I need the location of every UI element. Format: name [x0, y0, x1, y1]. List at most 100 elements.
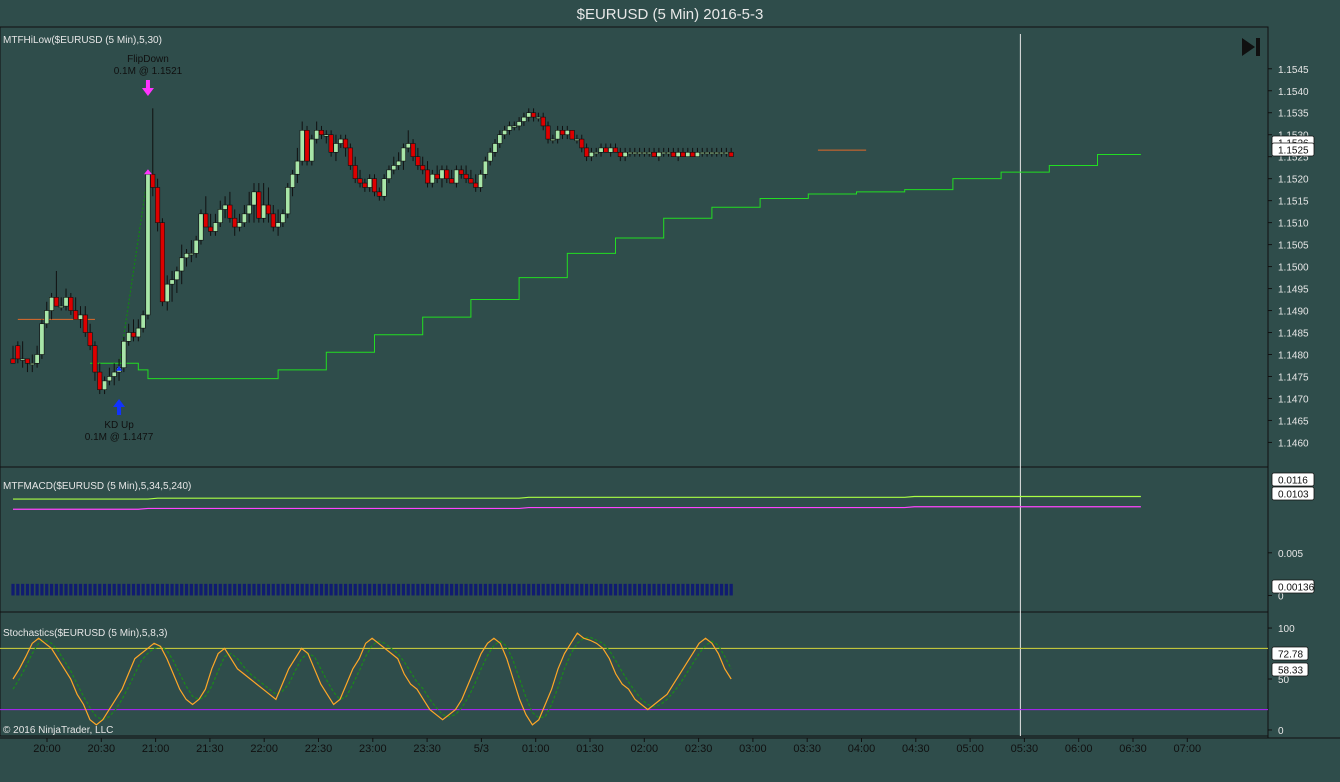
candle-down — [540, 116, 546, 127]
macd-histogram-bar — [368, 583, 372, 596]
hilow-step-line — [90, 153, 1141, 380]
stoch-value-label: 72.78 — [1278, 650, 1303, 661]
candle-up — [502, 130, 508, 136]
price-tick-label: 1.1540 — [1278, 87, 1309, 98]
macd-histogram-bar — [49, 583, 54, 596]
macd-histogram-bar — [377, 583, 381, 596]
macd-histogram-bar — [199, 583, 203, 596]
macd-value-box — [1271, 579, 1315, 594]
candle-up — [656, 151, 662, 157]
macd-histogram-bar — [112, 583, 116, 596]
candle-up — [593, 151, 599, 155]
macd-histogram-bar — [78, 583, 83, 596]
time-tick-label: 5/3 — [474, 743, 489, 755]
candle-up — [564, 130, 570, 136]
skip-to-end-icon[interactable] — [1242, 38, 1260, 56]
macd-histogram-bar — [666, 583, 671, 596]
macd-value-box — [1271, 472, 1315, 487]
copyright-text: © 2016 NinjaTrader, LLC — [3, 725, 113, 736]
time-tick-label: 06:30 — [1119, 743, 1147, 755]
candle-down — [10, 358, 16, 364]
macd-histogram-bar — [204, 583, 208, 596]
stoch-tick-label: 50 — [1278, 675, 1290, 686]
macd-histogram-bar — [165, 583, 169, 596]
macd-histogram-bar — [131, 583, 136, 596]
macd-histogram-bar — [334, 583, 338, 596]
macd-histogram-bar — [652, 583, 656, 596]
macd-histogram-bar — [710, 583, 714, 596]
candle-down — [680, 151, 686, 157]
price-tick-label: 1.1500 — [1278, 263, 1309, 274]
macd-histogram-bar — [276, 583, 280, 596]
macd-histogram-bar — [719, 583, 724, 596]
stoch-value-box — [1271, 646, 1309, 661]
time-tick-label: 21:30 — [196, 743, 224, 755]
stoch-value-box — [1271, 662, 1309, 677]
macd-histogram-bar — [237, 583, 242, 596]
macd-histogram-bar — [228, 583, 232, 596]
price-tick-label: 1.1460 — [1278, 438, 1309, 449]
macd-histogram-bar — [729, 583, 733, 596]
candle-up — [58, 305, 64, 308]
macd-histogram-bar — [223, 583, 227, 596]
macd-histogram-bar — [691, 583, 695, 596]
candle-up — [391, 165, 397, 171]
candle-down — [53, 297, 59, 307]
candle-up — [719, 151, 725, 155]
candle-up — [632, 151, 638, 155]
macd-histogram-bar — [170, 583, 174, 596]
candle-down — [304, 130, 310, 162]
candle-up — [290, 173, 296, 188]
macd-histogram-bar — [151, 583, 155, 596]
macd-histogram-bar — [98, 583, 102, 596]
candle-up — [135, 327, 141, 338]
macd-histogram-bar — [290, 583, 295, 596]
macd-histogram-bar — [93, 583, 97, 596]
candle-up — [188, 253, 194, 256]
candle-up — [511, 125, 517, 128]
candle-up — [169, 279, 175, 285]
macd-histogram-bar — [40, 583, 44, 596]
macd-histogram-bar — [609, 583, 613, 596]
candle-up — [439, 169, 445, 179]
candle-up — [535, 116, 541, 119]
candle-up — [400, 147, 406, 162]
macd-histogram-bar — [604, 583, 608, 596]
candle-down — [343, 138, 349, 149]
candle-up — [661, 151, 667, 155]
macd-histogram-bar — [146, 583, 150, 596]
candle-down — [420, 165, 426, 171]
candle-up — [478, 173, 484, 188]
macd-histogram-bar — [681, 583, 685, 596]
macd-line — [13, 495, 1141, 500]
candle-up — [453, 169, 459, 184]
macd-histogram-bar — [59, 583, 63, 596]
candle-up — [241, 213, 247, 223]
macd-histogram-bar — [700, 583, 704, 596]
candle-up — [723, 151, 729, 155]
macd-histogram-bar — [662, 583, 666, 596]
candle-up — [20, 358, 26, 361]
macd-histogram-bar — [262, 583, 266, 596]
time-tick-label: 03:00 — [739, 743, 767, 755]
price-tick-label: 1.1545 — [1278, 65, 1309, 76]
candle-up — [140, 314, 146, 329]
candle-up — [641, 151, 647, 155]
candle-down — [468, 178, 474, 184]
candle-up — [314, 130, 320, 140]
price-tick-label: 1.1475 — [1278, 372, 1309, 383]
macd-histogram-bar — [382, 583, 386, 596]
price-tick-label: 1.1495 — [1278, 285, 1309, 296]
macd-histogram-bar — [715, 583, 719, 596]
macd-histogram-bar — [488, 583, 492, 596]
macd-histogram-bar — [464, 583, 468, 596]
macd-histogram-bar — [209, 583, 213, 596]
macd-histogram-bar — [560, 583, 565, 596]
candle-up — [699, 151, 705, 155]
time-tick-label: 20:30 — [88, 743, 116, 755]
macd-histogram-bar — [315, 583, 319, 596]
candle-up — [521, 116, 527, 122]
macd-histogram-bar — [83, 583, 87, 596]
candle-down — [155, 187, 161, 223]
